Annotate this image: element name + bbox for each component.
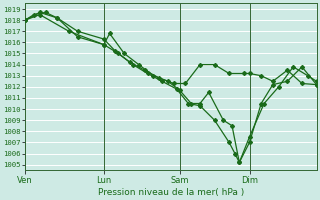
X-axis label: Pression niveau de la mer( hPa ): Pression niveau de la mer( hPa ) [98,188,244,197]
